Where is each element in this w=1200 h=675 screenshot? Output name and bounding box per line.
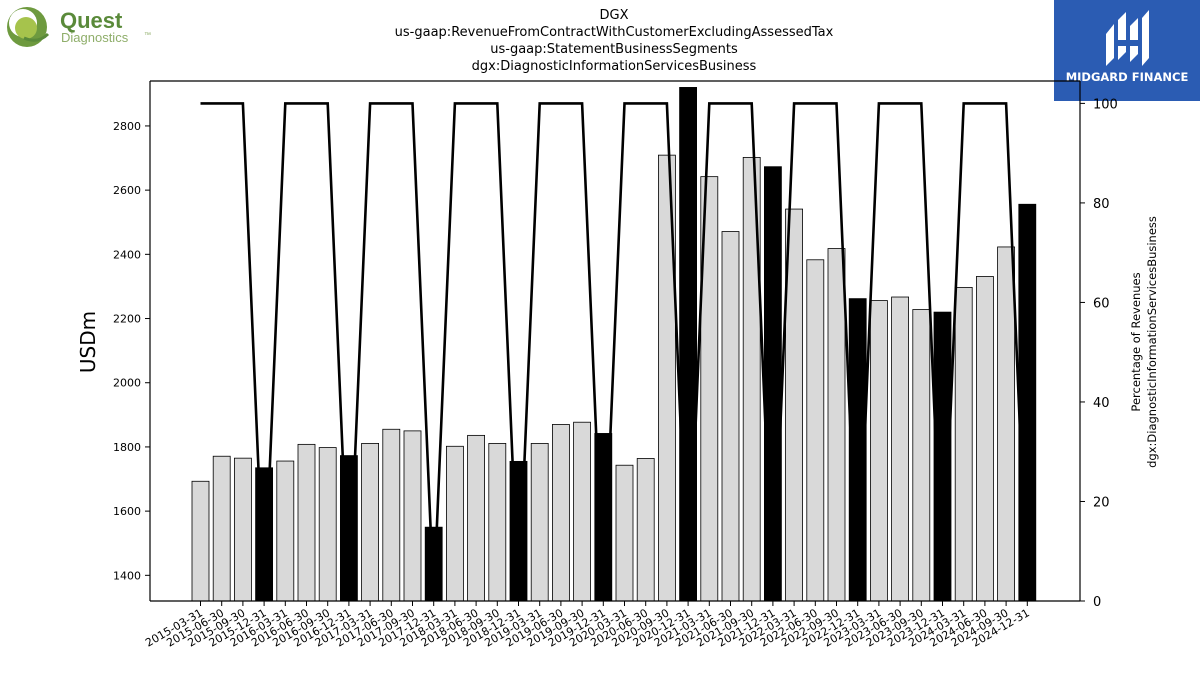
quest-logo-name: Quest bbox=[60, 8, 123, 33]
left-tick-label: 2200 bbox=[113, 313, 141, 326]
left-tick-label: 1800 bbox=[113, 441, 141, 454]
left-tick-label: 2000 bbox=[113, 377, 141, 390]
left-tick-label: 1600 bbox=[113, 505, 141, 518]
bar-2023-09-30 bbox=[912, 309, 931, 602]
bar-2016-09-30 bbox=[318, 447, 337, 602]
right-tick-label: 80 bbox=[1093, 197, 1110, 212]
y2-axis-label-line-1: Percentage of Revenues bbox=[1129, 272, 1143, 411]
bar-2023-06-30 bbox=[891, 296, 909, 602]
right-axis-ticks: 0 20 40 60 80 100 bbox=[1080, 97, 1118, 610]
left-tick-label: 2400 bbox=[113, 248, 141, 261]
bar-2024-03-31 bbox=[954, 286, 973, 602]
bar-2016-06-30 bbox=[297, 443, 316, 602]
right-tick-label: 60 bbox=[1093, 296, 1110, 311]
quest-diagnostics-logo: Quest Diagnostics ™ bbox=[4, 4, 164, 52]
x-axis-ticks: 2015-03-312015-06-302015-09-302015-12-31… bbox=[143, 601, 1032, 650]
bar-2015-06-30 bbox=[212, 455, 231, 602]
midgard-logo-icon: MIDGARD FINANCE bbox=[1066, 10, 1189, 84]
y2-axis-label-line-2: dgx:DiagnosticInformationServicesBusines… bbox=[1145, 216, 1159, 468]
bar-2021-06-30 bbox=[721, 231, 740, 602]
bar-2022-06-30 bbox=[806, 259, 825, 602]
bar-series bbox=[191, 87, 1037, 602]
quest-logo-icon: Quest Diagnostics ™ bbox=[7, 7, 151, 47]
bar-2024-12-31 bbox=[1018, 203, 1037, 602]
chart-title-line-4: dgx:DiagnosticInformationServicesBusines… bbox=[471, 59, 757, 74]
right-tick-label: 40 bbox=[1093, 396, 1110, 411]
left-tick-label: 1400 bbox=[113, 569, 141, 582]
bar-2016-03-31 bbox=[276, 460, 295, 602]
bar-2020-12-31 bbox=[679, 87, 697, 602]
bar-2024-09-30 bbox=[997, 246, 1015, 602]
bar-2018-03-31 bbox=[445, 445, 464, 602]
bar-2017-06-30 bbox=[382, 428, 401, 602]
quest-logo-mark: ™ bbox=[144, 32, 151, 39]
bar-2023-03-31 bbox=[870, 300, 888, 602]
bar-2020-06-30 bbox=[636, 458, 655, 602]
chart-axes bbox=[149, 80, 1081, 602]
right-tick-label: 20 bbox=[1093, 495, 1110, 510]
bar-2015-09-30 bbox=[233, 457, 252, 602]
bar-2018-06-30 bbox=[467, 434, 486, 602]
bar-2021-12-31 bbox=[764, 166, 782, 602]
bar-2019-06-30 bbox=[552, 424, 570, 602]
chart-title-line-3: us-gaap:StatementBusinessSegments bbox=[490, 42, 738, 57]
bar-2015-03-31 bbox=[191, 480, 210, 602]
bar-2020-03-31 bbox=[615, 464, 634, 602]
bar-2017-09-30 bbox=[403, 430, 422, 602]
bar-2019-09-30 bbox=[573, 421, 591, 602]
percentage-line bbox=[200, 102, 1029, 602]
midgard-finance-watermark: MIDGARD FINANCE bbox=[1054, 0, 1200, 101]
left-tick-label: 2800 bbox=[113, 120, 141, 133]
chart-title-line-1: DGX bbox=[599, 8, 629, 23]
left-axis-ticks: 1400 1600 1800 2000 2200 2400 2600 2800 bbox=[113, 120, 150, 582]
y-axis-label: USDm bbox=[76, 311, 100, 373]
bar-2022-09-30 bbox=[827, 248, 846, 602]
bar-2018-09-30 bbox=[488, 442, 507, 602]
right-tick-label: 100 bbox=[1093, 97, 1118, 112]
bar-2024-06-30 bbox=[976, 276, 994, 602]
percentage-line-series bbox=[200, 102, 1029, 602]
right-tick-label: 0 bbox=[1093, 595, 1101, 610]
midgard-logo-text: MIDGARD FINANCE bbox=[1066, 70, 1189, 84]
left-tick-label: 2600 bbox=[113, 184, 141, 197]
chart-title-line-2: us-gaap:RevenueFromContractWithCustomerE… bbox=[394, 25, 834, 40]
bar-2017-03-31 bbox=[361, 442, 380, 602]
bar-2019-03-31 bbox=[530, 442, 549, 602]
quest-logo-sub: Diagnostics bbox=[61, 30, 129, 45]
